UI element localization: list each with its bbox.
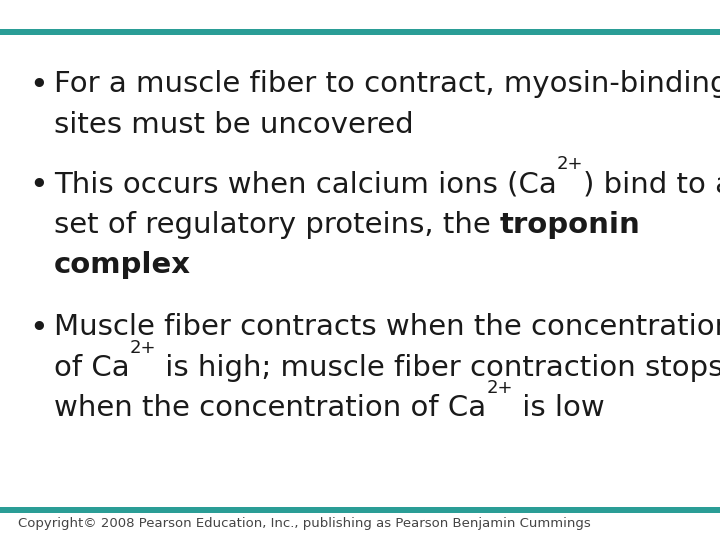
Text: •: • (29, 313, 48, 344)
Text: when the concentration of Ca: when the concentration of Ca (54, 394, 486, 422)
Text: Copyright© 2008 Pearson Education, Inc., publishing as Pearson Benjamin Cummings: Copyright© 2008 Pearson Education, Inc.,… (18, 517, 590, 530)
Text: is high; muscle fiber contraction stops: is high; muscle fiber contraction stops (156, 354, 720, 382)
Text: 2+: 2+ (557, 155, 583, 173)
Text: For a muscle fiber to contract, myosin-binding: For a muscle fiber to contract, myosin-b… (54, 70, 720, 98)
Text: Muscle fiber contracts when the concentration: Muscle fiber contracts when the concentr… (54, 313, 720, 341)
Text: •: • (29, 70, 48, 101)
Text: 2+: 2+ (130, 339, 156, 356)
Text: of Ca: of Ca (54, 354, 130, 382)
Text: ) bind to a: ) bind to a (583, 170, 720, 198)
Text: This occurs when calcium ions (Ca: This occurs when calcium ions (Ca (54, 170, 557, 198)
Text: 2+: 2+ (486, 379, 513, 397)
Text: set of regulatory proteins, the: set of regulatory proteins, the (54, 211, 500, 239)
Text: sites must be uncovered: sites must be uncovered (54, 111, 413, 139)
Text: is low: is low (513, 394, 604, 422)
Text: troponin: troponin (500, 211, 641, 239)
Text: •: • (29, 170, 48, 201)
Text: complex: complex (54, 251, 191, 279)
